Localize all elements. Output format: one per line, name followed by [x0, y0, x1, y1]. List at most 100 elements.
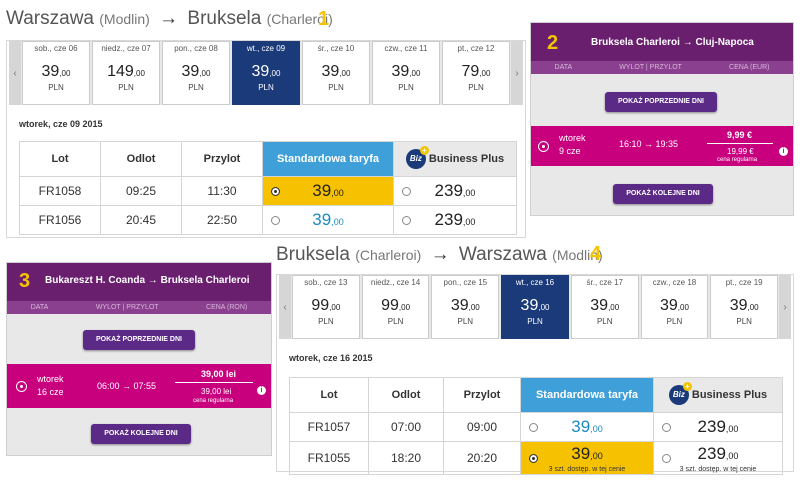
step-number-2: 2 [547, 32, 559, 54]
day-label: wt., cze 09 [246, 44, 286, 53]
day-label: czw., cze 11 [384, 44, 428, 53]
business-fare-option[interactable]: 239,00 [393, 176, 517, 206]
route-title-4: Bruksela (Charleroi) → Warszawa (Modlin) [276, 244, 603, 266]
day-price-cents: ,00 [199, 69, 211, 78]
show-previous-days-button[interactable]: POKAŻ POPRZEDNIE DNI [605, 92, 717, 112]
flights-table: Lot Odlot Przylot Standardowa taryfa Biz… [19, 141, 517, 235]
col-price: CENA (EUR) [729, 64, 770, 71]
radio-icon[interactable] [662, 454, 671, 463]
selected-date-title: wtorek, cze 09 2015 [19, 119, 103, 129]
radio-icon[interactable] [271, 216, 280, 225]
day-strip: ‹ sob., cze 13 99 ,00 PLN niedz., cze 14 99,… [279, 275, 792, 339]
fare-price-cents: ,00 [725, 451, 739, 461]
show-next-days-button[interactable]: POKAŻ KOLEJNE DNI [613, 184, 713, 204]
business-fare-option[interactable]: 239,00 [393, 205, 517, 235]
col-przylot: Przylot [181, 141, 263, 177]
day-price: 39 [450, 297, 469, 314]
day-price: 39 [181, 63, 200, 80]
day-tile[interactable]: sob., cze 13 99,00 PLN [292, 275, 360, 339]
regular-price: 19,99 € [727, 147, 754, 156]
col-times: WYLOT | PRZYLOT [619, 64, 682, 71]
arrival-time: 11:30 [181, 176, 263, 206]
day-tile-selected[interactable]: wt., cze 16 39,00 PLN [501, 275, 569, 339]
fare-row[interactable]: wtorek 16 cze 06:00 → 07:55 39,00 lei 39… [7, 364, 271, 408]
fare-date: 9 cze [559, 146, 581, 156]
fare-date: 16 cze [37, 387, 64, 397]
standard-fare-option[interactable]: 39,00 3 szt. dostęp. w tej cenie [520, 441, 654, 475]
route-title-2: Bruksela Charleroi → Cluj-Napoca [591, 37, 754, 48]
next-days-arrow[interactable]: › [511, 41, 523, 105]
day-tile[interactable]: pon., cze 15 39,00 PLN [431, 275, 500, 339]
radio-selected-icon[interactable] [17, 382, 26, 391]
step-number-1: 1 [318, 8, 330, 30]
standard-fare-option[interactable]: 39,00 [520, 412, 654, 442]
fare-price: 39 [312, 181, 332, 200]
show-next-days-button[interactable]: POKAŻ KOLEJNE DNI [91, 424, 191, 444]
flight-number: FR1058 [19, 176, 101, 206]
currency: PLN [387, 317, 404, 326]
day-label: śr., cze 10 [317, 44, 355, 53]
column-headers: DATA WYLOT | PRZYLOT CENA (RON) [7, 301, 271, 314]
info-icon[interactable]: i [779, 147, 788, 156]
day-tile[interactable]: niedz., cze 14 99,00 PLN [361, 275, 430, 339]
day-tile[interactable]: pt., cze 12 79,00 PLN [442, 41, 510, 105]
prev-days-arrow[interactable]: ‹ [9, 41, 21, 105]
radio-icon[interactable] [402, 216, 411, 225]
currency: PLN [527, 317, 543, 326]
panel-header: 3 Bukareszt H. Coanda → Bruksela Charler… [7, 263, 271, 301]
col-data: DATA [554, 64, 573, 71]
day-label: pon., cze 15 [443, 278, 488, 287]
day-price: 99 [381, 297, 399, 314]
fare-row[interactable]: wtorek 9 cze 16:10 → 19:35 9,99 € 19,99 … [531, 126, 793, 166]
currency: PLN [118, 83, 134, 92]
day-price-cents: ,00 [677, 303, 689, 312]
destination-city: Warszawa [458, 244, 547, 265]
regular-price-label: cena regularna [193, 398, 234, 404]
day-tile[interactable]: pt., cze 19 39,00 PLN [710, 275, 779, 339]
day-tile[interactable]: sob., cze 06 39,00 PLN [22, 41, 90, 105]
prev-days-arrow[interactable]: ‹ [279, 275, 291, 339]
show-previous-days-button[interactable]: POKAŻ POPRZEDNIE DNI [83, 330, 195, 350]
day-price-cents: ,00 [269, 69, 281, 78]
day-price: 39 [321, 63, 340, 80]
biz-logo-icon: Biz + [668, 382, 692, 405]
day-tile[interactable]: pon., cze 08 39,00 PLN [162, 41, 230, 105]
currency: PLN [596, 317, 613, 326]
day-price: 39 [659, 297, 678, 314]
day-tile[interactable]: niedz., cze 07 149,00 PLN [92, 41, 160, 105]
day-tile[interactable]: czw., cze 18 39,00 PLN [640, 275, 709, 339]
route-title-3: Bukareszt H. Coanda → Bruksela Charleroi [45, 275, 250, 286]
radio-selected-icon[interactable] [271, 187, 280, 196]
day-price-cents: ,00 [329, 303, 341, 312]
next-days-arrow[interactable]: › [779, 275, 792, 339]
origin-airport: (Charleroi) [355, 247, 422, 263]
radio-icon[interactable] [529, 423, 538, 432]
regular-price-label: cena regularna [717, 157, 758, 163]
currency: PLN [318, 317, 334, 326]
radio-icon[interactable] [662, 423, 671, 432]
day-label: czw., cze 18 [652, 278, 697, 287]
day-price: 39 [520, 297, 539, 314]
day-label: sob., cze 13 [304, 278, 348, 287]
day-tile[interactable]: śr., cze 17 39,00 PLN [570, 275, 639, 339]
currency: PLN [736, 317, 752, 326]
col-times: WYLOT | PRZYLOT [95, 304, 159, 311]
radio-selected-icon[interactable] [539, 142, 548, 151]
day-tile[interactable]: czw., cze 11 39,00 PLN [372, 41, 440, 105]
day-tile-selected[interactable]: wt., cze 09 39,00 PLN [232, 41, 300, 105]
info-icon[interactable]: i [257, 386, 266, 395]
standard-fare-option[interactable]: 39,00 [262, 176, 394, 206]
day-price-cents: ,00 [339, 69, 351, 78]
standard-fare-option[interactable]: 39,00 [262, 205, 394, 235]
business-fare-option[interactable]: 239,00 [653, 412, 783, 442]
day-tile[interactable]: śr., cze 10 39,00 PLN [302, 41, 370, 105]
fare-panel-3: 3 Bukareszt H. Coanda → Bruksela Charler… [6, 262, 272, 456]
radio-icon[interactable] [402, 187, 411, 196]
business-fare-option[interactable]: 239,00 3 szt. dostęp. w tej cenie [653, 441, 783, 475]
arrival-time: 09:00 [443, 412, 521, 442]
col-data: DATA [30, 304, 49, 311]
day-label: wt., cze 16 [515, 278, 555, 287]
divider [175, 382, 253, 383]
radio-selected-icon[interactable] [529, 454, 538, 463]
day-price: 149 [107, 63, 134, 80]
